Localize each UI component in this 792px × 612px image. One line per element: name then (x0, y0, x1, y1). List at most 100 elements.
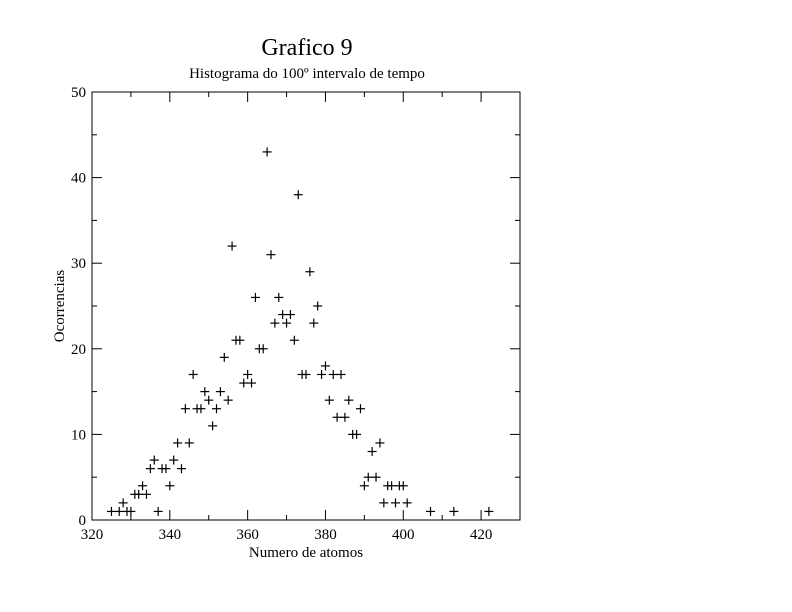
x-tick-label: 340 (159, 527, 182, 543)
data-point (352, 429, 362, 439)
data-point (141, 489, 151, 499)
chart-subtitle: Histograma do 100º intervalo de tempo (189, 66, 425, 82)
data-point (262, 147, 272, 157)
data-point (134, 489, 144, 499)
x-tick-label: 420 (470, 527, 493, 543)
x-tick: 400 (392, 92, 415, 543)
y-tick-label: 30 (71, 256, 86, 272)
data-point (282, 318, 292, 328)
data-point (293, 190, 303, 200)
data-point (309, 318, 319, 328)
data-point (398, 481, 408, 491)
data-point (176, 464, 186, 474)
x-tick: 420 (470, 92, 493, 543)
data-point (173, 438, 183, 448)
data-point (426, 506, 436, 516)
data-point (278, 310, 288, 320)
data-point (449, 506, 459, 516)
data-point (402, 498, 412, 508)
y-tick-label: 10 (71, 427, 86, 443)
data-point (305, 267, 315, 277)
data-point (169, 455, 179, 465)
y-tick-label: 20 (71, 342, 86, 358)
data-point (390, 498, 400, 508)
y-tick-label: 0 (79, 513, 87, 529)
data-point (274, 292, 284, 302)
x-tick-label: 360 (236, 527, 259, 543)
data-point (340, 412, 350, 422)
data-point (145, 464, 155, 474)
data-point (317, 369, 327, 379)
data-point (320, 361, 330, 371)
data-point (285, 310, 295, 320)
data-point (126, 506, 136, 516)
plot-frame (91, 91, 521, 521)
data-point (184, 438, 194, 448)
data-point (204, 395, 214, 405)
data-point (208, 421, 218, 431)
data-point (375, 438, 385, 448)
data-point (379, 498, 389, 508)
data-point (149, 455, 159, 465)
data-point (371, 472, 381, 482)
data-point (247, 378, 257, 388)
data-point (215, 387, 225, 397)
data-point (324, 395, 334, 405)
data-point (387, 481, 397, 491)
data-point (301, 369, 311, 379)
data-point (188, 369, 198, 379)
data-point (250, 292, 260, 302)
x-tick: 380 (314, 92, 337, 543)
x-tick: 340 (159, 92, 182, 543)
data-point (336, 369, 346, 379)
data-point (484, 506, 494, 516)
data-point (289, 335, 299, 345)
data-point (165, 481, 175, 491)
data-point (180, 404, 190, 414)
y-tick: 0 (79, 513, 520, 529)
y-tick-label: 40 (71, 171, 86, 187)
data-point (270, 318, 280, 328)
data-points (106, 147, 494, 516)
data-point (118, 498, 128, 508)
data-point (223, 395, 233, 405)
y-axis-ticks: 0 10 20 30 40 50 (71, 85, 520, 529)
data-point (344, 395, 354, 405)
x-tick-label: 380 (314, 527, 337, 543)
x-axis-label: Numero de atomos (249, 545, 363, 561)
y-tick: 50 (71, 85, 520, 101)
data-point (328, 369, 338, 379)
data-point (243, 369, 253, 379)
x-axis-ticks: 320 340 360 380 400 420 (81, 92, 493, 543)
data-point (212, 404, 222, 414)
y-tick: 20 (71, 342, 520, 358)
y-tick: 40 (71, 171, 520, 187)
data-point (363, 472, 373, 482)
data-point (161, 464, 171, 474)
data-point (227, 241, 237, 251)
data-point (200, 387, 210, 397)
data-point (367, 447, 377, 457)
data-point (332, 412, 342, 422)
chart-title: Grafico 9 (261, 35, 352, 61)
data-point (106, 506, 116, 516)
data-point (196, 404, 206, 414)
x-tick-label: 320 (81, 527, 104, 543)
x-tick: 360 (236, 92, 259, 543)
data-point (235, 335, 245, 345)
x-tick-label: 400 (392, 527, 415, 543)
y-tick: 10 (71, 427, 520, 443)
data-point (266, 250, 276, 260)
y-axis-label: Ocorrencias (52, 270, 68, 343)
data-point (355, 404, 365, 414)
data-point (239, 378, 249, 388)
data-point (138, 481, 148, 491)
data-point (258, 344, 268, 354)
y-tick: 30 (71, 256, 520, 272)
data-point (219, 352, 229, 362)
data-point (153, 506, 163, 516)
data-point (359, 481, 369, 491)
data-point (313, 301, 323, 311)
data-point (114, 506, 124, 516)
